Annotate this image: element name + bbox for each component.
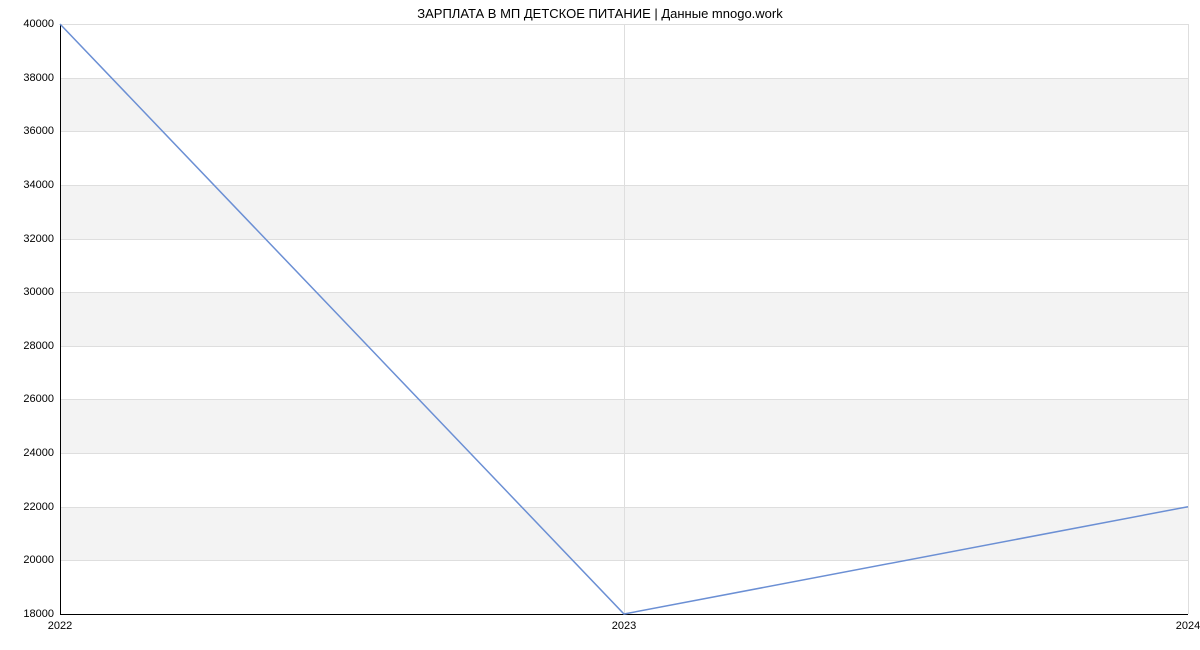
y-tick-label: 34000 — [23, 179, 60, 191]
y-tick-label: 30000 — [23, 286, 60, 298]
y-tick-label: 22000 — [23, 501, 60, 513]
y-tick-label: 36000 — [23, 125, 60, 137]
y-tick-label: 26000 — [23, 393, 60, 405]
y-tick-label: 38000 — [23, 72, 60, 84]
x-tick-label: 2024 — [1176, 614, 1200, 632]
y-tick-label: 20000 — [23, 554, 60, 566]
x-tick-label: 2023 — [612, 614, 636, 632]
y-tick-label: 32000 — [23, 233, 60, 245]
chart-title: ЗАРПЛАТА В МП ДЕТСКОЕ ПИТАНИЕ | Данные m… — [0, 6, 1200, 21]
salary-chart: ЗАРПЛАТА В МП ДЕТСКОЕ ПИТАНИЕ | Данные m… — [0, 0, 1200, 650]
x-gridline — [1188, 24, 1189, 614]
series-salary — [60, 24, 1188, 614]
y-tick-label: 24000 — [23, 447, 60, 459]
y-tick-label: 40000 — [23, 18, 60, 30]
y-tick-label: 28000 — [23, 340, 60, 352]
plot-area: 1800020000220002400026000280003000032000… — [60, 24, 1188, 614]
x-tick-label: 2022 — [48, 614, 72, 632]
line-layer — [60, 24, 1188, 614]
